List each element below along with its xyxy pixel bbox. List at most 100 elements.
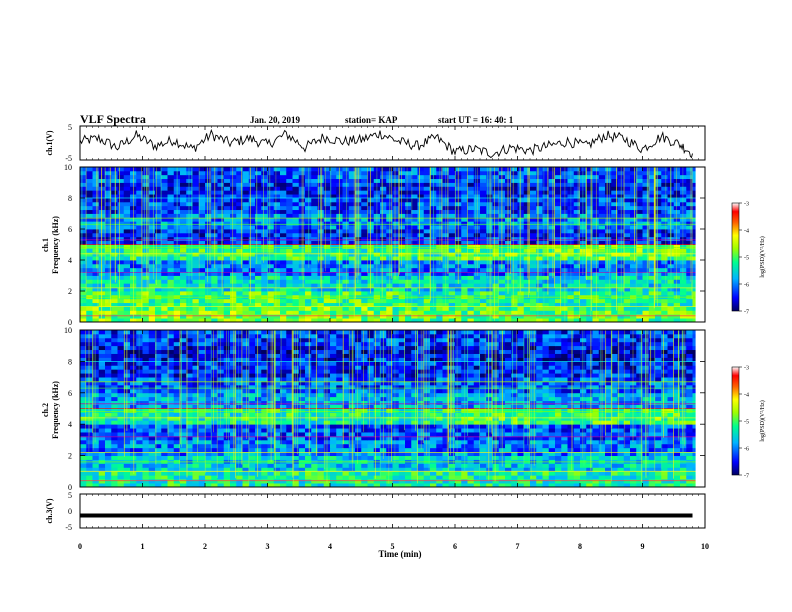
spectrogram-cell [267,283,275,288]
spectrogram-cell [630,178,637,183]
spectrogram-cell [330,225,337,230]
spectrogram-cell [161,306,168,311]
spectrogram-cell [605,205,612,211]
spectrogram-cell [530,178,537,183]
spectrogram-cell [311,174,318,180]
spectrogram-cell [511,178,518,183]
spectrogram-cell [130,471,137,476]
spectrogram-cell [555,275,562,280]
spectrogram-cell [298,310,306,315]
spectrogram-cell [155,283,162,288]
spectrogram-cell [192,248,200,253]
spectrogram-cell [117,205,125,211]
spectrogram-cell [580,271,587,276]
spectrogram-cell [405,479,412,484]
spectrogram-cell [598,205,606,211]
spectrogram-cell [92,167,100,172]
spectrogram-cell [136,463,143,468]
spectrogram-cell [536,463,543,468]
spectrogram-cell [580,267,587,273]
spectrogram-cell [392,318,400,322]
spectrogram-cell [223,260,231,265]
spectrogram-cell [267,298,275,304]
spectrogram-cell [105,479,112,484]
spectrogram-cell [486,225,493,230]
spectrogram-cell [536,244,543,249]
spectrogram-cell [123,267,131,273]
spectrogram-cell [523,213,531,218]
spectrogram-cell [173,287,181,292]
spectrogram-cell [236,314,243,319]
spectrogram-cell [661,283,668,288]
spectrogram-cell [155,194,162,199]
spectrogram-cell [361,240,368,245]
spectrogram-cell [230,178,237,183]
spectrogram-cell [555,232,562,238]
spectrogram-cell [611,298,618,304]
spectrogram-cell [548,283,556,288]
spectrogram-cell [330,170,337,176]
spectrogram-cell [223,483,231,487]
spectrogram-cell [661,263,668,269]
spectrogram-cell [242,310,250,315]
ch1-waveform-trace [79,128,693,159]
spectrogram-cell [411,471,418,476]
spectrogram-cell [380,194,387,199]
spectrogram-cell [392,467,400,472]
spectrogram-cell [423,479,431,484]
spectrogram-cell [573,298,581,304]
spectrogram-cell [155,201,162,207]
spectrogram-cell [280,236,287,242]
spectrogram-cell [136,263,143,269]
spectrogram-cell [123,455,131,460]
spectrogram-cell [511,283,518,288]
spectrogram-cell [548,232,556,238]
spectrogram-cell [442,291,450,296]
spectrogram-cell [273,455,281,460]
spectrogram-cell [186,232,193,238]
spectrogram-cell [680,217,687,222]
spectrogram-cell [92,221,100,226]
spectrogram-cell [492,217,500,222]
spectrogram-cell [173,483,181,487]
spectrogram-cell [511,248,518,253]
spectrogram-cell [98,194,106,199]
spectrogram-cell [680,471,687,476]
spectrogram-cell [248,260,256,265]
spectrogram-cell [480,318,487,322]
spectrogram-cell [292,291,300,296]
spectrogram-cell [117,236,125,242]
spectrogram-cell [611,252,618,257]
spectrogram-cell [580,463,587,468]
spectrogram-cell [136,314,143,319]
spectrogram-cell [548,198,556,203]
spectrogram-cell [292,314,300,319]
spectrogram-cell [473,310,481,315]
spectrogram-cell [286,298,293,304]
spectrogram-cell [480,314,487,319]
spectrogram-cell [423,213,431,218]
date-label: Jan. 20, 2019 [250,115,301,125]
spectrogram-cell [630,209,637,214]
spectrogram-cell [580,229,587,234]
spectrogram-cell [367,298,375,304]
spectrogram-cell [261,248,268,253]
spectrogram-cell [436,314,443,319]
spectrogram-cell [448,475,456,480]
spectrogram-cell [411,302,418,307]
spectrogram-cell [205,236,212,242]
spectrogram-cell [92,475,100,480]
spectrogram-cell [261,190,268,195]
spectrogram-cell [142,475,150,480]
spectrogram-cell [248,455,256,460]
spectrogram-cell [555,174,562,180]
spectrogram-cell [492,467,500,472]
spectrogram-cell [342,291,350,296]
spectrogram-cell [417,467,425,472]
spectrogram-cell [648,167,656,172]
spectrogram-cell [580,256,587,261]
spectrogram-cell [186,248,193,253]
spectrogram-cell [136,256,143,261]
spectrogram-cell [417,256,425,261]
spectrogram-cell [580,190,587,195]
